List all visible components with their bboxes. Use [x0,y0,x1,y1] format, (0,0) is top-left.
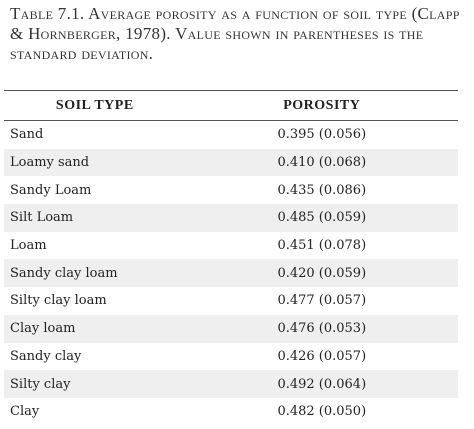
soil-type-cell: Clay loam [10,321,76,337]
header-cell: SOIL TYPE [4,90,186,121]
table-row: Clay 0.482 (0.050) [4,398,458,426]
header-cell: POROSITY [185,90,458,121]
porosity-cell: 0.426 (0.057) [277,348,367,364]
porosity-cell: 0.485 (0.059) [277,210,367,226]
porosity-cell: 0.435 (0.086) [277,182,367,198]
table-body: Sand 0.395 (0.056) Loamy sand 0.410 (0.068)… [4,121,458,426]
soil-type-cell: Sand [10,127,44,143]
table-row: Loam 0.451 (0.078) [4,232,458,260]
soil-type-cell: Sandy Loam [10,182,92,198]
table-row: Silty clay loam 0.477 (0.057) [4,287,458,315]
table-row: Sandy clay 0.426 (0.057) [4,343,458,371]
soil-type-cell: Loam [10,238,47,254]
soil-type-cell: Loamy sand [10,155,90,171]
header-row: SOIL TYPE POROSITY [4,90,458,121]
table-header: SOIL TYPE POROSITY [4,90,458,121]
table-row: Sandy Loam 0.435 (0.086) [4,176,458,204]
soil-type-cell: Silt Loam [10,210,74,226]
porosity-cell: 0.395 (0.056) [277,127,367,143]
table-row: Sandy clay loam 0.420 (0.059) [4,259,458,288]
soil-type-cell: Sandy clay loam [10,265,118,281]
porosity-cell: 0.476 (0.053) [277,321,367,337]
table-row: Clay loam 0.476 (0.053) [4,314,458,343]
soil-type-cell: Sandy clay [10,348,82,364]
table-row: Loamy sand 0.410 (0.068) [4,148,458,177]
soil-type-cell: Clay [10,404,40,420]
table-caption: Table 7.1. Average porosity as a functio… [10,4,460,63]
table-row: Sand 0.395 (0.056) [4,121,458,149]
porosity-cell: 0.410 (0.068) [277,155,367,171]
porosity-cell: 0.420 (0.059) [277,265,367,281]
porosity-table: SOIL TYPE POROSITY Sand 0.395 (0.056) Loam… [4,90,458,426]
porosity-cell: 0.492 (0.064) [277,376,367,392]
soil-type-cell: Silty clay loam [10,293,107,309]
table-row: Silt Loam 0.485 (0.059) [4,204,458,232]
porosity-cell: 0.482 (0.050) [277,404,367,420]
soil-type-cell: Silty clay [10,376,71,392]
porosity-cell: 0.477 (0.057) [277,293,367,309]
table-row: Silty clay 0.492 (0.064) [4,370,458,398]
porosity-cell: 0.451 (0.078) [277,238,367,254]
